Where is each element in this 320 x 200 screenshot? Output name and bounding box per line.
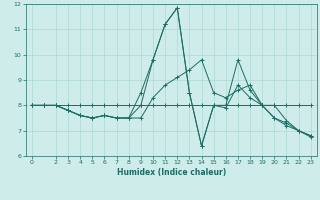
X-axis label: Humidex (Indice chaleur): Humidex (Indice chaleur): [116, 168, 226, 177]
